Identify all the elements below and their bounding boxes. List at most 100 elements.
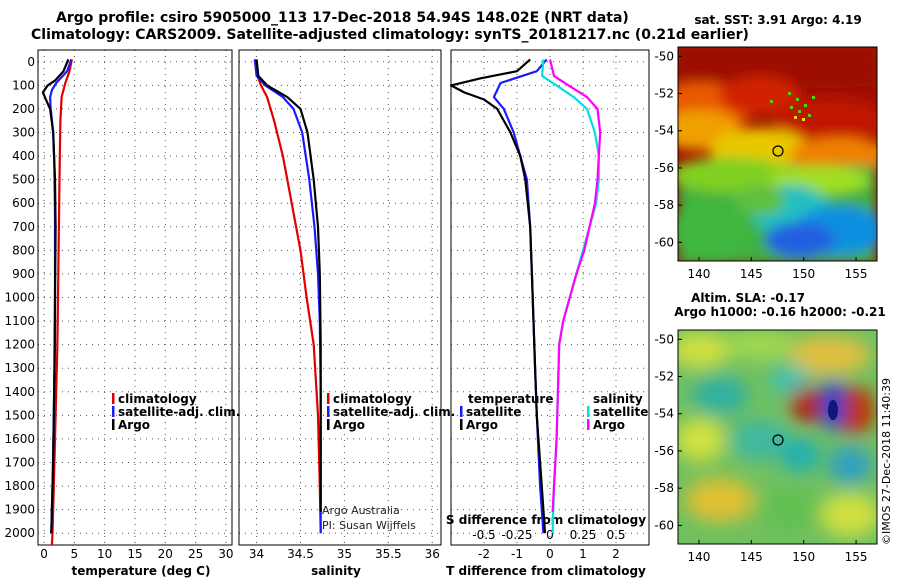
d-axes-frame: [450, 49, 650, 546]
y-tick-label-1300: 1300: [4, 361, 35, 375]
s-legend-swatch-climatology: [327, 393, 330, 404]
d-legend-temperature-satellite: satellite: [466, 405, 521, 419]
sst-x-tick-label-155: 155: [845, 267, 868, 281]
tdiff-xlabel: T difference from climatology: [446, 564, 646, 578]
credit-line-1: Argo Australia: [322, 504, 400, 517]
sla-y-tick-label--54: -54: [654, 407, 674, 421]
t-x-tick-label-5: 5: [71, 547, 79, 561]
s-legend-swatch-satellite: [327, 406, 330, 417]
sdiff-tick-label-4: 0.5: [606, 528, 625, 542]
t-legend-argo: Argo: [118, 418, 150, 432]
d-legend-salinity-argo: Argo: [593, 418, 625, 432]
sla-map-title-line-1: Altim. SLA: -0.17: [691, 291, 805, 305]
sla-x-tick-label-145: 145: [740, 550, 763, 564]
d-x-tick-label--1: -1: [511, 547, 523, 561]
sla-x-tick-label-155: 155: [845, 550, 868, 564]
y-tick-label-800: 800: [12, 243, 35, 257]
t-legend-swatch-climatology: [112, 393, 115, 404]
y-tick-label-1700: 1700: [4, 456, 35, 470]
d-x-tick-label--2: -2: [478, 547, 490, 561]
t-legend-swatch-argo: [112, 419, 115, 430]
d-legend-temperature-heading: temperature: [468, 392, 553, 406]
sla-y-tick-label--52: -52: [654, 370, 674, 384]
sst-x-tick-label-145: 145: [740, 267, 763, 281]
sdiff-tick-label-3: 0.25: [570, 528, 597, 542]
t-legend-climatology: climatology: [118, 392, 197, 406]
sla-y-tick-label--58: -58: [654, 481, 674, 495]
sst-y-tick-label--50: -50: [654, 49, 674, 63]
t-x-tick-label-30: 30: [218, 547, 233, 561]
s-legend-satellite: satellite-adj. clim.: [333, 405, 455, 419]
d-legend-swatch-s-argo: [587, 419, 590, 430]
sla-map: [678, 330, 877, 544]
d-legend-swatch-t-argo: [460, 419, 463, 430]
y-tick-label-700: 700: [12, 220, 35, 234]
sla-map-frame: [677, 329, 878, 545]
sst-y-tick-label--54: -54: [654, 124, 674, 138]
y-tick-label-2000: 2000: [4, 526, 35, 540]
s-x-tick-label-34: 34: [249, 547, 264, 561]
d-series-temperature-satellite: [492, 58, 548, 534]
sst-y-tick-label--60: -60: [654, 235, 674, 249]
sla-x-tick-label-140: 140: [687, 550, 710, 564]
y-tick-label-1800: 1800: [4, 479, 35, 493]
y-tick-label-1900: 1900: [4, 503, 35, 517]
imos-stamp: ©IMOS 27-Dec-2018 11:40:39: [880, 378, 893, 545]
y-tick-label-0: 0: [27, 55, 35, 69]
d-x-tick-label-1: 1: [579, 547, 587, 561]
s-x-tick-label-35: 35: [337, 547, 352, 561]
sst-argo-marker: [772, 145, 784, 157]
y-tick-label-1000: 1000: [4, 291, 35, 305]
sst-y-tick-label--56: -56: [654, 161, 674, 175]
t-x-tick-label-25: 25: [188, 547, 203, 561]
sla-x-tick-label-150: 150: [792, 550, 815, 564]
d-series-temperature-argo: [449, 58, 547, 534]
header-line-1: Argo profile: csiro 5905000_113 17-Dec-2…: [56, 10, 629, 26]
s-axes-frame: [238, 49, 442, 546]
d-x-tick-label-2: 2: [612, 547, 620, 561]
credit-line-2: PI: Susan Wijffels: [322, 519, 416, 532]
s-x-tick-label-34.5: 34.5: [287, 547, 314, 561]
salinity-xlabel: salinity: [311, 564, 361, 578]
sst-y-tick-label--58: -58: [654, 198, 674, 212]
y-tick-label-1600: 1600: [4, 432, 35, 446]
d-legend-salinity-satellite: satellite: [593, 405, 648, 419]
sst-map-title: sat. SST: 3.91 Argo: 4.19: [694, 13, 861, 27]
sst-x-tick-label-140: 140: [687, 267, 710, 281]
s-series-climatology: [253, 59, 322, 534]
sla-y-tick-label--50: -50: [654, 332, 674, 346]
y-tick-label-1400: 1400: [4, 385, 35, 399]
sla-core: [828, 400, 838, 420]
y-tick-label-300: 300: [12, 126, 35, 140]
d-legend-swatch-s-satellite: [587, 406, 590, 417]
s-x-tick-label-35.5: 35.5: [375, 547, 402, 561]
sdiff-tick-label-2: 0: [546, 528, 554, 542]
d-legend-swatch-t-satellite: [460, 406, 463, 417]
sst-y-tick-label--52: -52: [654, 87, 674, 101]
temperature-xlabel: temperature (deg C): [72, 564, 211, 578]
sla-y-tick-label--56: -56: [654, 444, 674, 458]
sst-map-frame: [677, 46, 878, 262]
t-axes-frame: [37, 49, 233, 546]
t-x-tick-label-10: 10: [97, 547, 112, 561]
y-tick-label-1500: 1500: [4, 408, 35, 422]
t-x-tick-label-20: 20: [158, 547, 173, 561]
d-legend-salinity-heading: salinity: [593, 392, 643, 406]
y-tick-label-1100: 1100: [4, 314, 35, 328]
y-tick-label-600: 600: [12, 196, 35, 210]
s-x-tick-label-36: 36: [425, 547, 440, 561]
t-series-climatology: [50, 59, 73, 546]
t-x-tick-label-15: 15: [127, 547, 142, 561]
y-tick-label-400: 400: [12, 149, 35, 163]
sla-map-title-line-2: Argo h1000: -0.16 h2000: -0.21: [674, 305, 885, 319]
s-legend-climatology: climatology: [333, 392, 412, 406]
sst-map: [678, 47, 877, 261]
sla-y-tick-label--60: -60: [654, 518, 674, 532]
header-line-2: Climatology: CARS2009. Satellite-adjuste…: [31, 27, 749, 43]
s-legend-argo: Argo: [333, 418, 365, 432]
s-legend-swatch-argo: [327, 419, 330, 430]
y-tick-label-100: 100: [12, 78, 35, 92]
y-tick-label-1200: 1200: [4, 338, 35, 352]
t-legend-swatch-satellite: [112, 406, 115, 417]
